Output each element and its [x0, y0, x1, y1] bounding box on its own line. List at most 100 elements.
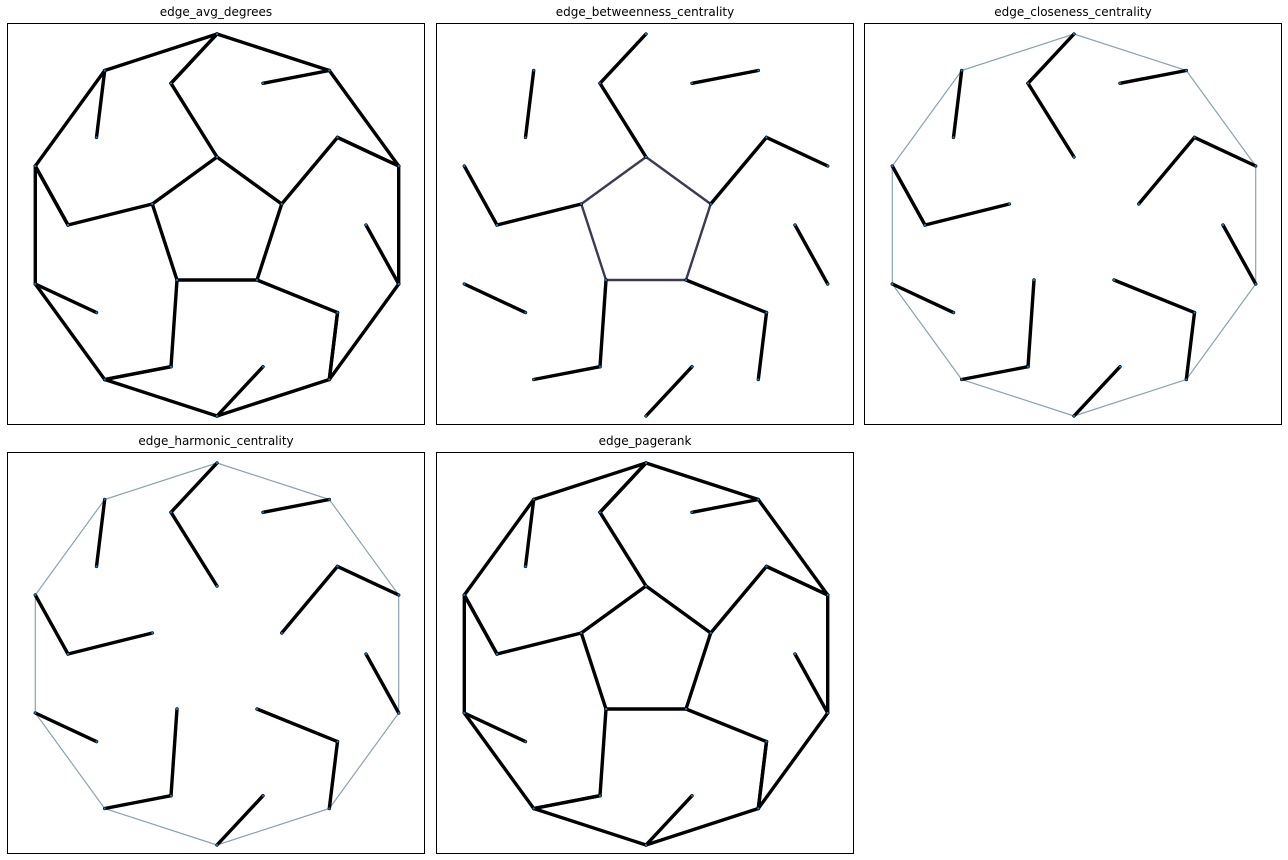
graph-edge: [169, 81, 219, 159]
graph-edge: [644, 365, 694, 418]
graph-edge: [462, 497, 536, 597]
graph-edge: [523, 68, 536, 140]
graph-node: [826, 282, 829, 286]
graph-node: [255, 707, 259, 711]
graph-node: [1254, 282, 1257, 286]
graph-edge: [684, 202, 712, 282]
graph-edge: [33, 282, 99, 315]
graph-node: [644, 414, 648, 418]
graph-node: [261, 365, 265, 368]
graph-node: [765, 740, 768, 743]
graph-node: [684, 707, 688, 711]
graph-drawing: [462, 32, 830, 418]
graph-node: [960, 378, 963, 381]
graph-edge: [890, 282, 956, 315]
graph-node: [952, 311, 955, 314]
graph-node: [604, 278, 608, 282]
graph-edge: [793, 223, 830, 286]
graph-node: [336, 740, 339, 743]
graph-node: [215, 584, 219, 588]
graph-node: [495, 652, 499, 656]
graph-node: [495, 223, 499, 227]
graph-edge: [102, 377, 219, 418]
graph-node: [757, 498, 760, 501]
graph-node: [1118, 365, 1122, 368]
graph-edge: [756, 310, 769, 382]
graph-edge: [215, 794, 265, 847]
graph-node: [1254, 164, 1257, 168]
graph-drawing: [33, 32, 401, 418]
graph-node: [532, 807, 535, 810]
graph-edge: [215, 32, 331, 73]
graph-node: [1185, 69, 1188, 72]
graph-node: [923, 223, 927, 227]
graph-node: [463, 282, 466, 286]
graph-edge: [462, 164, 499, 227]
panel-edge-harmonic-centrality: edge_harmonic_centrality: [7, 434, 425, 854]
graph-edge: [961, 378, 1075, 417]
graph-node: [175, 278, 179, 282]
graph-edge: [216, 807, 330, 846]
graph-node: [1137, 202, 1140, 206]
graph-edge: [580, 155, 648, 206]
graph-edge: [94, 497, 107, 569]
graph-node: [690, 794, 694, 797]
graph-node: [34, 282, 37, 286]
graph-frame: [7, 23, 425, 425]
graph-edge: [891, 283, 963, 381]
graph-node: [891, 282, 894, 286]
graph-edge: [1026, 32, 1076, 85]
graph-edge: [1184, 310, 1197, 382]
graph-edge: [598, 510, 648, 588]
graph-edge: [523, 497, 536, 569]
graph-edge: [280, 135, 340, 206]
graph-node: [66, 223, 70, 227]
graph-node: [1112, 278, 1116, 282]
graph-edge: [364, 223, 401, 286]
graph-node: [34, 593, 37, 597]
graph-node: [1185, 378, 1188, 381]
graph-edge: [1192, 135, 1258, 168]
graph-edge: [579, 631, 608, 711]
graph-node: [765, 565, 768, 568]
graph-node: [169, 794, 173, 797]
graph-node: [709, 202, 712, 206]
panel-title: edge_avg_degrees: [159, 5, 273, 19]
graph-edge: [684, 631, 713, 711]
graph-edge: [150, 155, 219, 206]
graph-node: [151, 202, 154, 206]
graph-edge: [327, 739, 340, 811]
graph-node: [1026, 82, 1030, 85]
graph-edge: [150, 202, 179, 282]
graph-node: [1072, 414, 1076, 418]
graph-frame: [7, 452, 425, 854]
graph-edge: [169, 278, 179, 369]
graph-edge: [34, 712, 106, 810]
graph-edge: [684, 707, 769, 744]
graph-edge: [1026, 81, 1076, 159]
graph-node: [709, 631, 712, 635]
graph-node: [1008, 202, 1011, 206]
graph-edge: [579, 584, 648, 635]
graph-node: [765, 311, 768, 314]
graph-edge: [328, 712, 400, 810]
panel-title: edge_betweenness_centrality: [555, 5, 735, 19]
graph-edge: [102, 365, 173, 382]
graph-node: [644, 155, 648, 159]
graph-edge: [255, 278, 340, 315]
graph-node: [34, 711, 37, 715]
graph-node: [690, 511, 694, 514]
graph-edge: [923, 202, 1012, 227]
graph-node: [215, 414, 219, 418]
graph-node: [95, 565, 98, 568]
graph-node: [215, 155, 219, 159]
graph-edge: [644, 461, 760, 502]
graph-edge: [328, 498, 400, 596]
graph-node: [598, 511, 602, 514]
graph-edge: [94, 68, 107, 140]
graph-edge: [33, 282, 107, 382]
graph-edge: [644, 155, 712, 206]
graph-node: [1118, 82, 1122, 85]
graph-node: [328, 498, 331, 501]
graph-edge: [255, 202, 284, 282]
